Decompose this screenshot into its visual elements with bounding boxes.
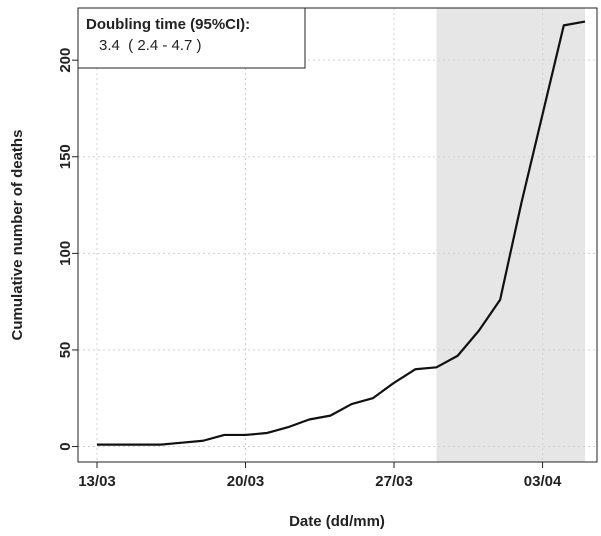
y-axis-label: Cumulative number of deaths: [9, 130, 26, 341]
y-tick-label: 0: [57, 442, 74, 450]
x-axis-label: Date (dd/mm): [289, 513, 385, 530]
annotation-title: Doubling time (95%CI):: [86, 16, 250, 33]
y-tick-label: 50: [57, 342, 74, 359]
data-line: [97, 20, 586, 446]
highlight-region: [436, 8, 585, 462]
annotation-text: 3.4 ( 2.4 - 4.7 ): [99, 37, 202, 54]
plot-frame: [77, 7, 598, 463]
x-tick-label: 03/04: [524, 473, 562, 490]
y-tick-label: 100: [57, 241, 74, 266]
x-tick-label: 27/03: [375, 473, 413, 490]
x-tick-label: 13/03: [78, 473, 116, 490]
x-tick-label: 20/03: [227, 473, 265, 490]
y-tick-label: 200: [57, 48, 74, 73]
y-tick-label: 150: [57, 144, 74, 169]
